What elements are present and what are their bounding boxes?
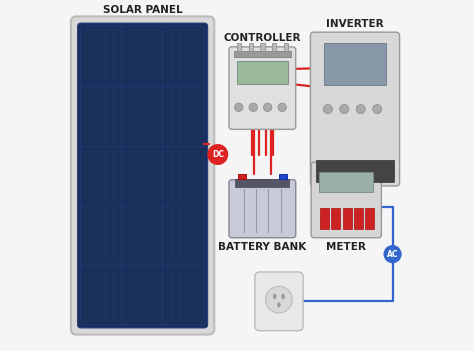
Text: DC: DC — [212, 150, 224, 159]
Ellipse shape — [273, 294, 276, 299]
Bar — [324, 43, 385, 85]
Bar — [354, 208, 363, 229]
Ellipse shape — [282, 294, 285, 299]
FancyBboxPatch shape — [163, 205, 205, 266]
FancyBboxPatch shape — [121, 85, 164, 146]
Ellipse shape — [277, 303, 281, 307]
Bar — [235, 179, 290, 187]
Bar — [279, 174, 287, 179]
Circle shape — [373, 105, 382, 114]
FancyBboxPatch shape — [81, 26, 123, 87]
Bar — [260, 43, 264, 51]
FancyBboxPatch shape — [81, 145, 123, 206]
Bar — [283, 43, 288, 51]
Bar — [319, 172, 374, 192]
Circle shape — [235, 103, 243, 112]
Bar — [355, 181, 362, 189]
FancyBboxPatch shape — [311, 162, 382, 238]
Bar — [320, 208, 329, 229]
Bar — [338, 181, 346, 189]
FancyBboxPatch shape — [229, 180, 296, 238]
Circle shape — [356, 105, 365, 114]
FancyBboxPatch shape — [121, 264, 164, 325]
Bar — [272, 43, 276, 51]
Circle shape — [340, 105, 349, 114]
FancyBboxPatch shape — [81, 264, 123, 325]
FancyBboxPatch shape — [78, 23, 208, 328]
FancyBboxPatch shape — [163, 264, 205, 325]
Bar — [237, 43, 241, 51]
FancyBboxPatch shape — [163, 145, 205, 206]
Bar — [331, 208, 340, 229]
FancyBboxPatch shape — [81, 85, 123, 146]
Text: SOLAR PANEL: SOLAR PANEL — [103, 5, 182, 15]
FancyBboxPatch shape — [121, 26, 164, 87]
FancyBboxPatch shape — [163, 26, 205, 87]
FancyBboxPatch shape — [229, 47, 296, 130]
Text: BATTERY BANK: BATTERY BANK — [218, 242, 307, 252]
FancyBboxPatch shape — [71, 16, 214, 335]
FancyBboxPatch shape — [163, 85, 205, 146]
Bar — [249, 43, 253, 51]
Text: INVERTER: INVERTER — [326, 19, 384, 29]
Circle shape — [323, 105, 332, 114]
Text: CONTROLLER: CONTROLLER — [224, 33, 301, 43]
FancyBboxPatch shape — [121, 205, 164, 266]
FancyBboxPatch shape — [81, 205, 123, 266]
Circle shape — [249, 103, 257, 112]
Bar — [316, 160, 394, 183]
Circle shape — [264, 103, 272, 112]
Bar — [237, 61, 288, 84]
Circle shape — [383, 245, 401, 263]
Circle shape — [207, 144, 228, 165]
Bar — [234, 51, 291, 57]
Bar — [343, 208, 352, 229]
Circle shape — [278, 103, 286, 112]
Text: AC: AC — [387, 250, 398, 259]
FancyBboxPatch shape — [121, 145, 164, 206]
Bar — [365, 208, 374, 229]
FancyBboxPatch shape — [310, 32, 400, 186]
Text: METER: METER — [326, 242, 366, 252]
Circle shape — [265, 286, 292, 313]
FancyBboxPatch shape — [255, 272, 303, 331]
Bar — [238, 174, 246, 179]
